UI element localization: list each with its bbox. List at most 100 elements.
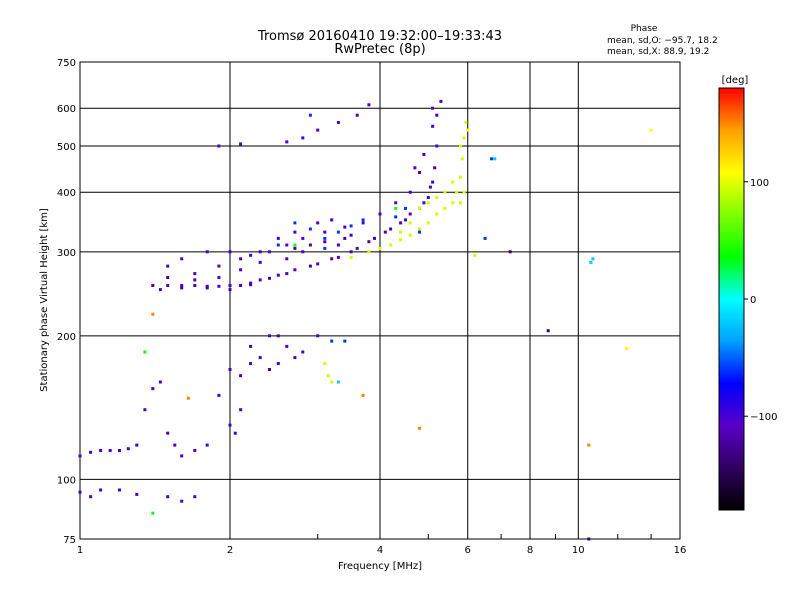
data-point: [180, 284, 184, 287]
x-tick-label: 10: [572, 545, 585, 556]
data-point: [330, 218, 334, 222]
data-point: [323, 236, 327, 240]
data-point: [455, 190, 459, 194]
data-point: [301, 350, 305, 354]
data-point: [546, 329, 550, 333]
data-point: [151, 312, 155, 316]
data-points: [78, 99, 653, 541]
data-point: [308, 243, 312, 247]
data-point: [285, 344, 289, 348]
data-point: [591, 257, 595, 261]
y-tick-label: 100: [57, 475, 76, 486]
data-point: [293, 356, 297, 360]
data-point: [228, 368, 232, 371]
plot-area: [78, 61, 681, 541]
data-point: [217, 393, 221, 397]
data-point: [293, 230, 297, 234]
data-point: [293, 221, 297, 225]
data-point: [293, 246, 297, 250]
x-tick-label: 8: [527, 545, 533, 556]
data-point: [78, 490, 82, 494]
data-point: [249, 253, 253, 257]
colorbar-tick-label: −100: [750, 412, 777, 423]
data-point: [413, 166, 417, 170]
y-tick-label: 75: [63, 535, 76, 546]
data-point: [587, 443, 591, 447]
data-point: [355, 246, 359, 250]
data-point: [349, 233, 353, 237]
data-point: [99, 449, 103, 452]
data-point: [268, 276, 271, 280]
data-point: [431, 180, 435, 184]
data-point: [443, 206, 447, 210]
data-point: [426, 201, 430, 205]
data-point: [394, 215, 398, 219]
x-tick-label: 1: [77, 545, 83, 556]
data-point: [276, 273, 280, 277]
data-point: [418, 426, 421, 430]
data-point: [349, 255, 353, 259]
data-point: [404, 206, 407, 210]
data-point: [316, 262, 320, 266]
data-point: [367, 103, 371, 107]
data-point: [330, 339, 334, 343]
data-point: [493, 157, 497, 161]
data-point: [180, 454, 184, 458]
data-point: [180, 499, 184, 503]
colorbar-label: [deg]: [722, 75, 749, 86]
data-point: [466, 128, 470, 132]
data-point: [118, 449, 121, 452]
data-point: [323, 230, 327, 234]
chart-title: Tromsø 20160410 19:32:00–19:33:43: [257, 29, 502, 44]
data-point: [458, 175, 462, 179]
data-point: [258, 356, 262, 360]
x-axis-label: Frequency [MHz]: [338, 561, 422, 572]
data-point: [180, 286, 184, 290]
data-point: [399, 238, 403, 242]
data-point: [316, 128, 320, 132]
data-point: [316, 334, 320, 338]
data-point: [308, 264, 312, 268]
y-tick-label: 300: [57, 248, 76, 259]
data-point: [239, 284, 243, 287]
data-point: [228, 288, 232, 292]
data-point: [316, 221, 320, 225]
data-point: [205, 286, 209, 290]
data-point: [418, 206, 421, 210]
data-point: [228, 284, 232, 287]
data-point: [285, 257, 289, 261]
data-point: [308, 113, 312, 117]
data-point: [589, 260, 593, 264]
data-point: [228, 423, 232, 427]
chart-subtitle: RwPretec (8p): [334, 42, 425, 57]
data-point: [389, 243, 393, 247]
data-point: [166, 276, 170, 279]
data-point: [276, 362, 280, 365]
data-point: [301, 236, 305, 240]
data-point: [285, 140, 289, 144]
data-point: [336, 121, 340, 124]
data-point: [151, 284, 155, 287]
grid: [80, 62, 680, 539]
colorbar: [deg] 100 0 −100: [718, 75, 777, 511]
data-point: [336, 243, 340, 247]
x-tick-label: 2: [227, 545, 233, 556]
data-point: [404, 218, 407, 222]
data-point: [460, 157, 464, 161]
data-point: [361, 218, 365, 222]
data-point: [173, 443, 177, 447]
data-point: [336, 230, 340, 234]
data-point: [249, 283, 253, 287]
data-point: [367, 240, 371, 244]
data-point: [451, 201, 455, 205]
data-point: [118, 488, 121, 492]
data-point: [276, 243, 280, 247]
colorbar-ticks: 100 0 −100: [744, 178, 777, 423]
data-point: [349, 250, 353, 254]
data-point: [166, 264, 170, 268]
data-point: [464, 121, 468, 124]
data-point: [158, 288, 162, 292]
data-point: [361, 393, 365, 397]
data-point: [426, 196, 430, 199]
